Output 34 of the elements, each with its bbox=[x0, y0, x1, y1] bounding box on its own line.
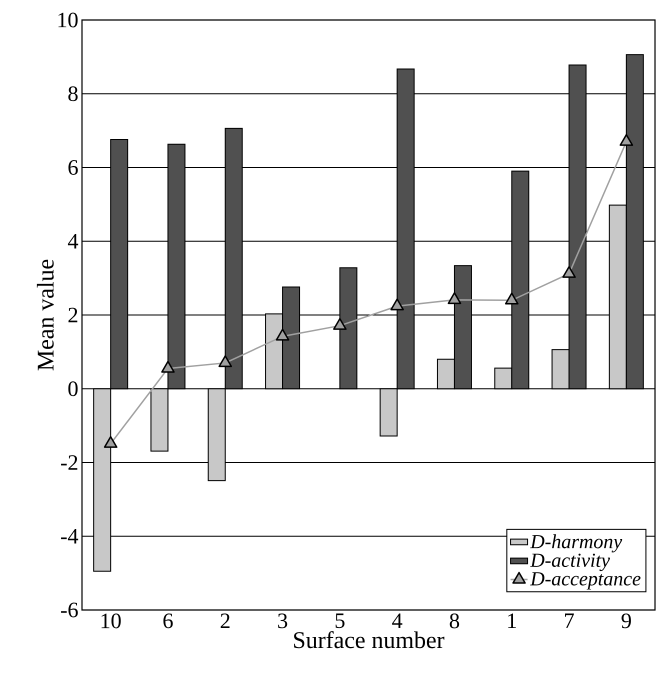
y-axis-title: Mean value bbox=[36, 260, 54, 370]
y-tick-label: 10 bbox=[58, 12, 78, 28]
x-tick-label: 8 bbox=[450, 614, 460, 628]
point bbox=[218, 355, 232, 368]
y-tick-label: -6 bbox=[61, 602, 78, 618]
point bbox=[276, 328, 290, 341]
point bbox=[448, 292, 462, 304]
x-tick-label: 7 bbox=[565, 614, 574, 628]
legend-label: D-acceptance bbox=[530, 572, 640, 590]
point bbox=[161, 360, 175, 373]
point bbox=[333, 318, 347, 330]
y-tick-label: 4 bbox=[68, 234, 78, 248]
point bbox=[562, 266, 576, 278]
x-axis-title: Surface number bbox=[294, 631, 444, 648]
y-tick-label: -2 bbox=[61, 455, 78, 470]
y-tick-label: 6 bbox=[68, 160, 78, 175]
x-tick-label: 3 bbox=[278, 614, 288, 628]
x-tick-label: 2 bbox=[220, 614, 230, 628]
y-tick-label: 0 bbox=[68, 381, 78, 396]
point bbox=[620, 134, 634, 146]
x-tick-label: 1 bbox=[508, 614, 516, 628]
x-tick-label: 10 bbox=[102, 614, 121, 628]
point bbox=[104, 436, 118, 448]
y-tick-label: -4 bbox=[61, 529, 78, 544]
x-tick-label: 5 bbox=[336, 614, 344, 628]
y-tick-label: 2 bbox=[68, 308, 78, 322]
x-tick-label: 4 bbox=[392, 614, 402, 628]
point bbox=[504, 292, 519, 304]
x-tick-label: 6 bbox=[163, 614, 173, 628]
point bbox=[390, 298, 404, 310]
y-tick-label: 8 bbox=[68, 86, 78, 102]
x-tick-label: 9 bbox=[622, 614, 631, 628]
legend-label: D-activity bbox=[530, 554, 610, 572]
legend-label: D-harmony bbox=[530, 534, 622, 552]
